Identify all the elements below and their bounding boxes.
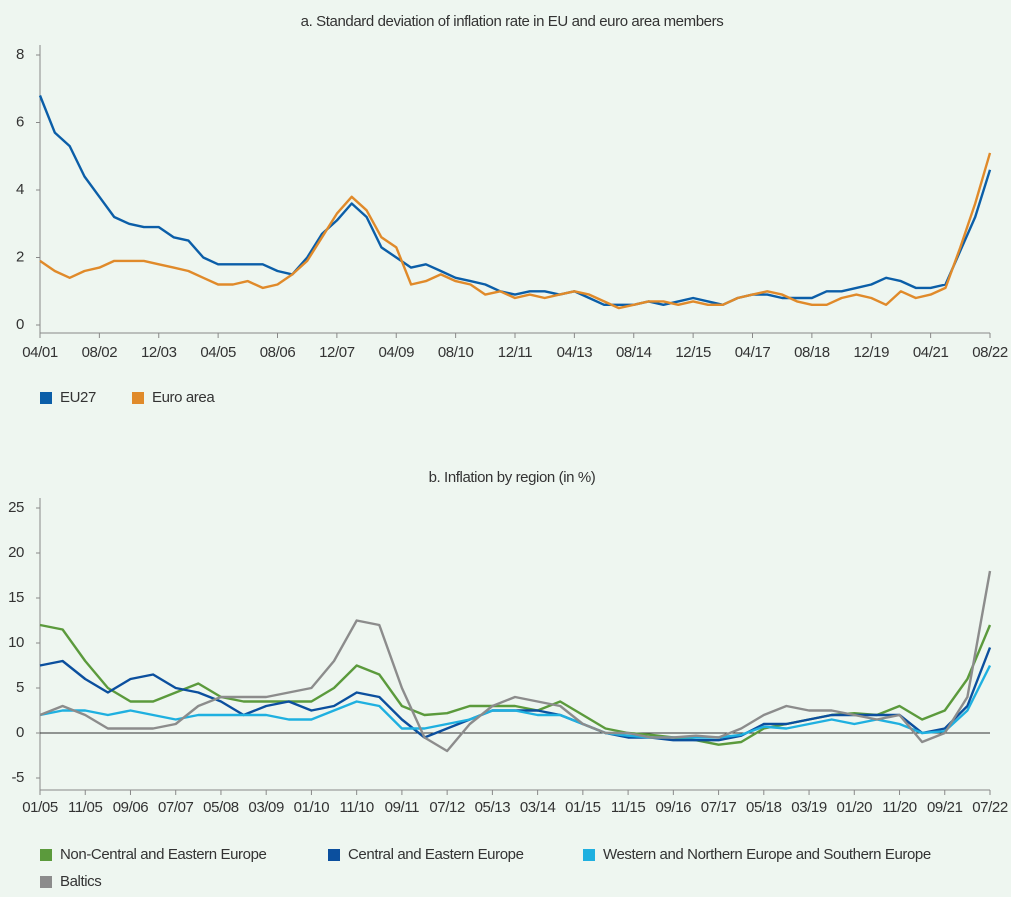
legend-label: EU27 xyxy=(60,389,96,406)
x-tick-label: 08/14 xyxy=(616,344,652,361)
x-tick-label: 08/18 xyxy=(794,344,830,361)
x-tick-label: 04/05 xyxy=(200,344,236,361)
x-tick-label: 03/09 xyxy=(248,799,284,816)
legend-label: Baltics xyxy=(60,873,101,890)
y-tick-label: 4 xyxy=(16,181,24,198)
x-tick-label: 04/09 xyxy=(378,344,414,361)
x-tick-label: 05/18 xyxy=(746,799,782,816)
chart-title: a. Standard deviation of inflation rate … xyxy=(301,13,724,30)
x-tick-label: 07/07 xyxy=(158,799,194,816)
legend-label: Central and Eastern Europe xyxy=(348,846,524,863)
legend-label: Euro area xyxy=(152,389,215,406)
x-tick-label: 09/11 xyxy=(385,799,419,816)
y-tick-label: 6 xyxy=(16,113,24,130)
x-tick-label: 04/13 xyxy=(557,344,593,361)
x-tick-label: 12/11 xyxy=(498,344,532,361)
y-tick-label: 2 xyxy=(16,248,24,265)
y-tick-label: 8 xyxy=(16,46,24,63)
x-tick-label: 03/14 xyxy=(520,799,556,816)
y-tick-label: 25 xyxy=(8,499,24,516)
chart-title: b. Inflation by region (in %) xyxy=(429,469,596,486)
legend-swatch xyxy=(40,876,52,888)
legend-swatch xyxy=(40,392,52,404)
x-tick-label: 09/06 xyxy=(113,799,149,816)
x-tick-label: 08/06 xyxy=(260,344,296,361)
x-tick-label: 09/16 xyxy=(656,799,692,816)
x-tick-label: 11/15 xyxy=(611,799,645,816)
x-tick-label: 12/15 xyxy=(675,344,711,361)
x-tick-label: 12/19 xyxy=(853,344,889,361)
x-tick-label: 11/20 xyxy=(882,799,916,816)
x-tick-label: 08/10 xyxy=(438,344,474,361)
line xyxy=(39,664,992,739)
legend-swatch xyxy=(40,849,52,861)
x-tick-label: 01/10 xyxy=(294,799,330,816)
x-tick-label: 04/01 xyxy=(22,344,58,361)
y-tick-label: 10 xyxy=(8,634,24,651)
y-tick-label: 20 xyxy=(8,544,24,561)
line xyxy=(39,152,992,310)
y-tick-label: 15 xyxy=(8,589,24,606)
x-tick-label: 07/22 xyxy=(972,799,1008,816)
x-tick-label: 11/10 xyxy=(339,799,373,816)
legend-label: Western and Northern Europe and Southern… xyxy=(603,846,931,863)
y-tick-label: -5 xyxy=(11,769,24,786)
x-tick-label: 01/20 xyxy=(837,799,873,816)
x-tick-label: 05/13 xyxy=(475,799,511,816)
y-tick-label: 0 xyxy=(16,316,24,333)
x-tick-label: 07/12 xyxy=(429,799,465,816)
line xyxy=(39,570,992,753)
y-tick-label: 5 xyxy=(16,679,24,696)
x-tick-label: 05/08 xyxy=(203,799,239,816)
x-tick-label: 08/22 xyxy=(972,344,1008,361)
x-tick-label: 09/21 xyxy=(927,799,963,816)
x-tick-label: 12/03 xyxy=(141,344,177,361)
x-tick-label: 07/17 xyxy=(701,799,737,816)
legend-swatch xyxy=(132,392,144,404)
x-tick-label: 01/15 xyxy=(565,799,601,816)
y-tick-label: 0 xyxy=(16,724,24,741)
x-tick-label: 04/21 xyxy=(913,344,949,361)
legend-label: Non-Central and Eastern Europe xyxy=(60,846,267,863)
x-tick-label: 11/05 xyxy=(68,799,102,816)
line xyxy=(38,95,992,306)
legend-swatch xyxy=(328,849,340,861)
x-tick-label: 03/19 xyxy=(791,799,827,816)
x-tick-label: 08/02 xyxy=(82,344,118,361)
x-tick-label: 12/07 xyxy=(319,344,355,361)
x-tick-label: 01/05 xyxy=(22,799,58,816)
x-tick-label: 04/17 xyxy=(735,344,771,361)
legend-swatch xyxy=(583,849,595,861)
line xyxy=(39,647,992,742)
line xyxy=(39,623,992,746)
